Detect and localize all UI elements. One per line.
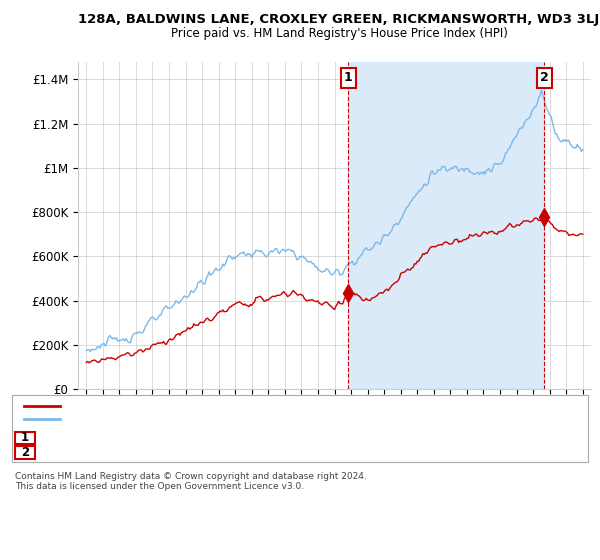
- Text: Price paid vs. HM Land Registry's House Price Index (HPI): Price paid vs. HM Land Registry's House …: [170, 27, 508, 40]
- Text: HPI: Average price, detached house, Three Rivers: HPI: Average price, detached house, Thre…: [66, 414, 313, 424]
- Text: £435,000: £435,000: [150, 433, 203, 443]
- Text: 29-OCT-2010: 29-OCT-2010: [45, 433, 118, 443]
- Text: £777,000: £777,000: [150, 447, 203, 458]
- Text: 01-SEP-2022: 01-SEP-2022: [45, 447, 116, 458]
- Text: 1: 1: [344, 72, 353, 85]
- Text: 128A, BALDWINS LANE, CROXLEY GREEN, RICKMANSWORTH, WD3 3LJ (detached house): 128A, BALDWINS LANE, CROXLEY GREEN, RICK…: [66, 401, 505, 411]
- Text: 33% ↓ HPI: 33% ↓ HPI: [252, 447, 311, 458]
- Text: 2: 2: [540, 72, 548, 85]
- Text: 30% ↓ HPI: 30% ↓ HPI: [252, 433, 311, 443]
- Bar: [348, 62, 544, 389]
- Text: Contains HM Land Registry data © Crown copyright and database right 2024.
This d: Contains HM Land Registry data © Crown c…: [15, 472, 367, 491]
- Text: 1: 1: [21, 431, 29, 445]
- Text: 128A, BALDWINS LANE, CROXLEY GREEN, RICKMANSWORTH, WD3 3LJ: 128A, BALDWINS LANE, CROXLEY GREEN, RICK…: [79, 13, 599, 26]
- Text: 2: 2: [21, 446, 29, 459]
